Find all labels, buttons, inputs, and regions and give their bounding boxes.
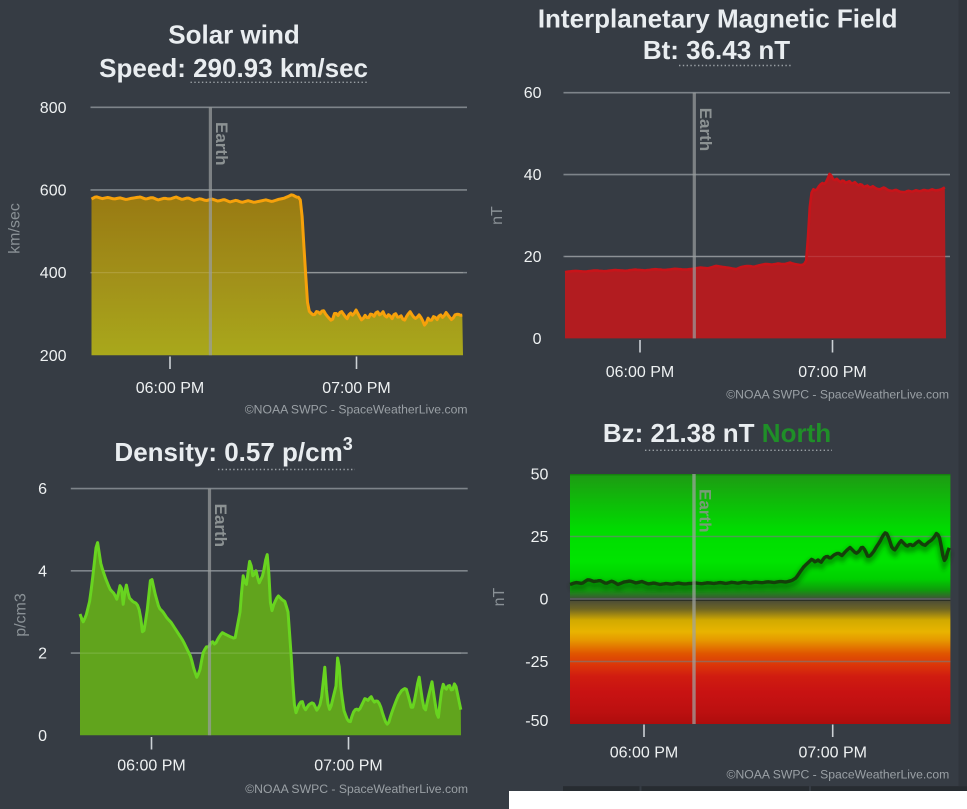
svg-text:-50: -50 [525,713,548,730]
svg-text:400: 400 [40,265,67,282]
svg-text:06:00 PM: 06:00 PM [610,745,678,762]
svg-text:Earth: Earth [696,108,715,151]
svg-text:©NOAA SWPC - SpaceWeatherLive.: ©NOAA SWPC - SpaceWeatherLive.com [727,768,950,782]
svg-text:p/cm3: p/cm3 [13,593,30,637]
svg-text:07:00 PM: 07:00 PM [798,745,866,762]
svg-text:0: 0 [533,331,542,348]
svg-text:07:00 PM: 07:00 PM [798,364,866,381]
svg-text:20: 20 [524,249,542,266]
svg-text:©NOAA SWPC - SpaceWeatherLive.: ©NOAA SWPC - SpaceWeatherLive.com [726,388,949,402]
svg-text:0: 0 [539,592,548,609]
svg-text:km/sec: km/sec [7,203,24,254]
svg-text:0: 0 [38,728,47,745]
svg-text:©NOAA SWPC - SpaceWeatherLive.: ©NOAA SWPC - SpaceWeatherLive.com [245,403,468,417]
svg-text:06:00 PM: 06:00 PM [117,758,185,775]
svg-text:06:00 PM: 06:00 PM [606,364,674,381]
svg-text:800: 800 [40,100,67,117]
svg-text:40: 40 [524,167,542,184]
svg-text:Earth: Earth [211,504,230,547]
svg-text:07:00 PM: 07:00 PM [314,758,382,775]
svg-text:4: 4 [38,563,47,580]
svg-text:07:00 PM: 07:00 PM [322,380,390,397]
svg-text:-25: -25 [525,654,548,671]
svg-text:Density: 0.57 p/cm3: Density: 0.57 p/cm3 [114,434,352,467]
svg-text:Earth: Earth [212,122,231,165]
svg-text:2: 2 [38,646,47,663]
svg-text:200: 200 [40,348,67,365]
svg-text:50: 50 [531,467,549,484]
svg-text:nT: nT [491,587,508,606]
svg-text:Bz: 21.38 nT North: Bz: 21.38 nT North [603,418,831,448]
svg-text:Bt: 36.43 nT: Bt: 36.43 nT [643,35,790,65]
svg-text:Solar wind: Solar wind [168,19,299,49]
svg-text:06:00 PM: 06:00 PM [136,380,204,397]
svg-text:60: 60 [524,85,542,102]
svg-text:nT: nT [489,206,506,225]
svg-text:25: 25 [531,529,549,546]
svg-text:Interplanetary Magnetic Field: Interplanetary Magnetic Field [538,4,898,34]
svg-text:6: 6 [38,481,47,498]
svg-text:Speed: 290.93 km/sec: Speed: 290.93 km/sec [99,53,368,83]
svg-text:©NOAA SWPC - SpaceWeatherLive.: ©NOAA SWPC - SpaceWeatherLive.com [245,782,468,796]
svg-text:Earth: Earth [696,489,715,532]
svg-text:600: 600 [40,183,67,200]
